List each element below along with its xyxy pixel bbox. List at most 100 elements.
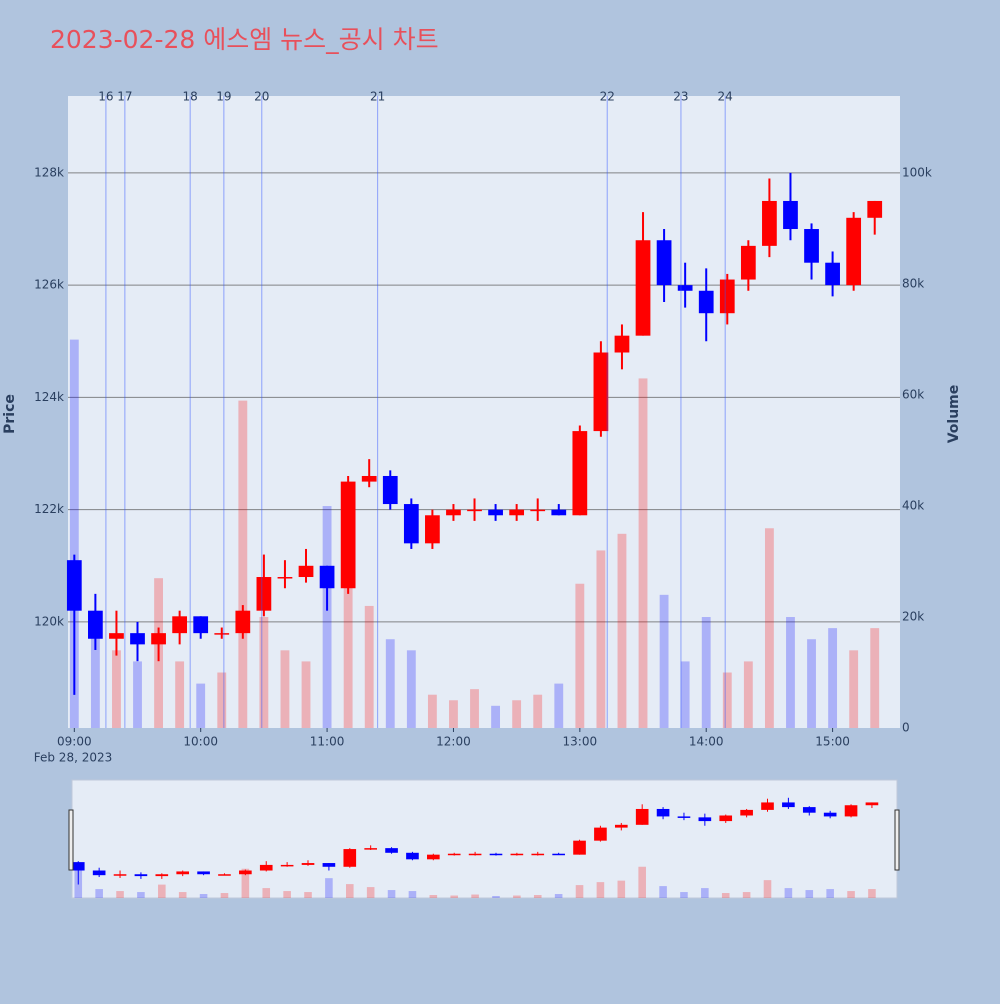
mini-candle-body [239,870,252,875]
volume-bar [322,506,332,728]
mini-candle-body [552,853,565,856]
mini-candle-body [176,871,190,875]
volume-bar [470,689,479,728]
candle-body [551,509,567,516]
mini-candle-body [134,874,148,877]
candle-body [635,240,651,336]
mini-candle-body [823,812,837,817]
candle-body [488,509,503,516]
mini-volume-bar [283,891,291,898]
mini-volume-bar [659,886,667,898]
plot-area [68,96,900,728]
mini-candle-body [427,854,440,860]
x-tick-label: 13:00 [563,735,598,749]
candle-body [109,633,124,639]
mini-volume-bar [199,894,208,898]
mini-candle-body [155,874,169,877]
mini-volume-bar [158,884,166,898]
volume-bar [722,672,732,728]
mini-volume-bar [784,888,793,898]
y-tick-label: 128k [34,165,64,179]
event-label: 23 [673,90,688,104]
volume-bar [849,650,859,728]
mini-volume-bar [868,889,876,898]
mini-volume-bar [805,890,814,898]
mini-volume-bar [826,889,834,898]
mini-candle-body [802,807,816,813]
mini-candle-body [322,863,336,867]
x-tick-label: 11:00 [310,735,345,749]
candle-body [698,290,714,314]
volume-bar [364,605,374,728]
mini-candle-body [635,808,649,825]
range-slider[interactable] [71,779,898,899]
event-label: 19 [216,90,231,104]
volume-bar [343,572,353,728]
candle-body [130,633,145,645]
mini-candle-body [113,874,127,876]
candle-body [319,565,335,589]
x-date-label: Feb 28, 2023 [34,751,113,765]
event-label: 21 [370,90,385,104]
candle-body [298,565,314,578]
candle-body [677,285,693,291]
candle-body [403,504,419,544]
mini-volume-bar [721,893,730,898]
mini-volume-bar [116,891,124,898]
mini-volume-bar [220,893,229,898]
mini-volume-bar [492,896,500,898]
volume-bar [449,700,458,728]
mini-candle-body [468,853,482,856]
candle-body [88,610,103,639]
mini-volume-bar [241,868,250,898]
volume-bar [301,661,311,728]
volume-bar [133,661,142,728]
candle-body [361,475,377,482]
mini-candle-body [197,871,210,875]
range-handle[interactable] [68,809,74,871]
y2-tick-label: 100k [902,166,932,180]
candle-body [593,352,609,432]
volume-bar [764,528,774,728]
mini-volume-bar [513,895,521,898]
candle-body [530,509,546,512]
range-handle[interactable] [894,809,900,871]
mini-volume-bar [262,888,271,898]
mini-volume-bar [325,878,333,898]
x-tick-label: 14:00 [689,735,724,749]
event-label: 20 [254,90,269,104]
mini-volume-bar [617,880,626,898]
candle-body [825,262,840,286]
candle-body [740,245,756,280]
y2-tick-label: 0 [902,721,910,735]
y2-tick-label: 80k [902,277,924,291]
mini-candle-body [719,815,733,822]
mini-candle-body [280,864,294,867]
candle-body [256,577,272,611]
volume-bar [259,617,269,728]
candle-body [614,335,630,353]
volume-bar [90,628,100,728]
candle-body [235,610,251,634]
chart-title: 2023-02-28 에스엠 뉴스_공시 차트 [50,25,439,54]
mini-candle-body [740,809,753,816]
candle-body [277,577,293,579]
candle-body [762,200,777,246]
mini-candle-body [447,853,461,856]
mini-candle-body [489,853,503,856]
y-tick-label: 124k [34,390,64,404]
mini-candle-body [865,802,879,806]
volume-bar [491,705,501,728]
candle-body [467,509,482,512]
volume-bar [680,661,690,728]
candle-body [783,200,798,230]
mini-volume-bar [596,882,605,898]
mini-volume-bar [429,895,438,898]
y-tick-label: 126k [34,278,64,292]
y2-tick-label: 60k [902,388,924,402]
candle-body [340,481,356,589]
volume-bar [69,339,79,728]
volume-bar [828,628,838,728]
candle-body [382,475,398,505]
y2-tick-label: 20k [902,610,924,624]
